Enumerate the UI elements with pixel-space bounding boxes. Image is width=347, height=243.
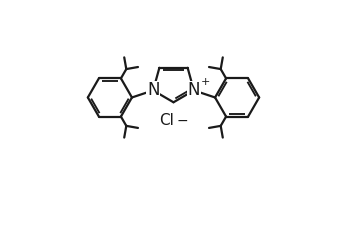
Text: −: − <box>177 114 188 128</box>
Text: N: N <box>188 81 200 99</box>
Text: +: + <box>201 78 210 87</box>
Text: N: N <box>147 81 159 99</box>
Text: Cl: Cl <box>159 113 174 129</box>
